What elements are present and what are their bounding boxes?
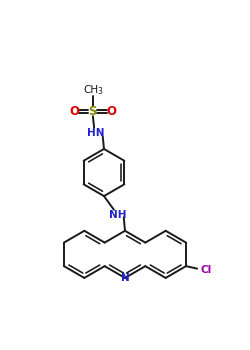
Text: NH: NH [109, 210, 126, 220]
Text: S: S [88, 105, 97, 118]
Text: O: O [69, 105, 79, 118]
Text: Cl: Cl [201, 265, 212, 275]
Text: 3: 3 [97, 87, 102, 96]
Text: O: O [106, 105, 117, 118]
Text: CH: CH [83, 85, 98, 95]
Text: N: N [121, 273, 130, 283]
Text: HN: HN [86, 128, 104, 138]
